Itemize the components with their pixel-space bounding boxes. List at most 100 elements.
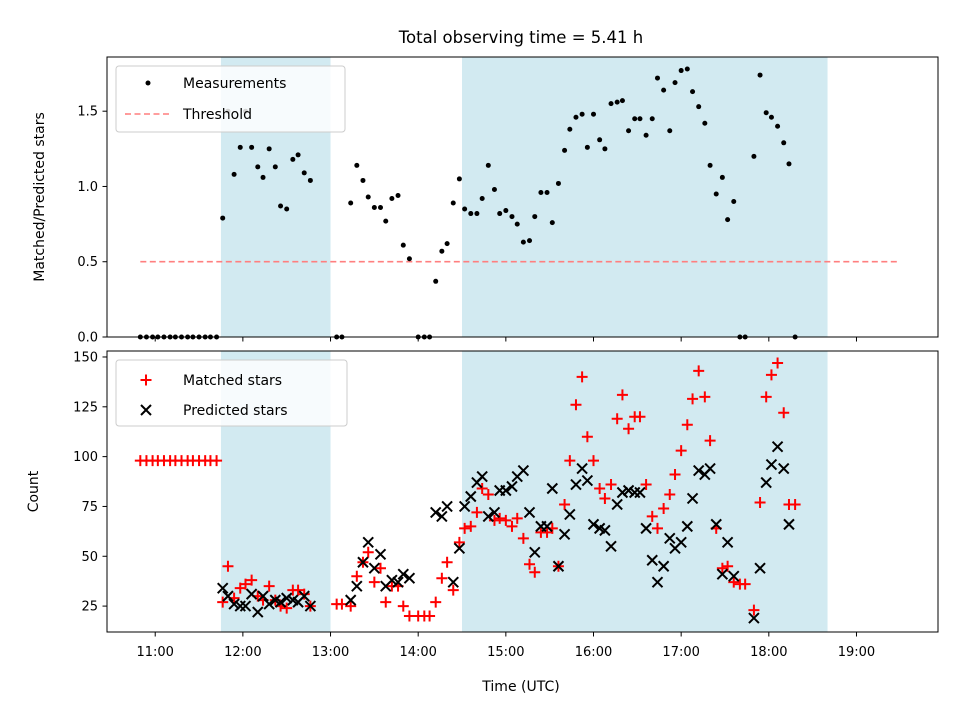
matched-star-point xyxy=(675,445,687,457)
matched-star-point xyxy=(476,483,488,495)
measurement-point xyxy=(444,241,450,247)
predicted-star-point xyxy=(357,556,369,568)
predicted-star-point xyxy=(778,462,790,475)
x-axis-label: Time (UTC) xyxy=(481,679,559,695)
measurement-point xyxy=(503,208,509,214)
predicted-star-point xyxy=(558,528,571,541)
predicted-star-point xyxy=(581,474,594,487)
predicted-star-point xyxy=(681,520,694,533)
measurement-point xyxy=(462,206,468,212)
matched-star-point xyxy=(436,572,448,584)
matched-star-point xyxy=(424,610,436,622)
predicted-star-point xyxy=(245,588,258,600)
y-tick-label: 25 xyxy=(81,600,98,615)
matched-star-point xyxy=(240,578,251,590)
matched-star-point xyxy=(506,520,518,532)
predicted-star-point xyxy=(441,500,453,513)
matched-star-point xyxy=(669,469,681,481)
matched-star-point xyxy=(517,532,529,544)
measurement-point xyxy=(713,191,719,197)
matched-star-point xyxy=(500,514,512,526)
measurement-point xyxy=(249,144,255,150)
matched-star-point xyxy=(760,391,772,403)
measurement-point xyxy=(439,248,445,254)
predicted-star-point xyxy=(710,518,722,531)
matched-star-point xyxy=(664,488,676,500)
matched-star-point xyxy=(728,576,740,588)
measurement-point xyxy=(654,75,660,81)
measurement-point xyxy=(584,144,590,150)
matched-star-point xyxy=(453,536,465,548)
x-tick-label: 12:00 xyxy=(224,645,261,660)
matched-star-point xyxy=(397,600,409,612)
y-tick-label: 1.0 xyxy=(77,180,98,195)
x-tick-label: 18:00 xyxy=(750,645,787,660)
measurement-point xyxy=(260,174,266,180)
matched-star-point xyxy=(374,562,386,574)
predicted-star-point xyxy=(721,536,734,549)
measurement-point xyxy=(731,199,737,205)
matched-star-point xyxy=(441,556,453,568)
measurement-point xyxy=(295,152,301,158)
matched-star-point xyxy=(772,357,784,369)
predicted-star-point xyxy=(599,524,611,537)
matched-star-point xyxy=(292,584,304,596)
predicted-star-point xyxy=(239,600,252,612)
predicted-star-point xyxy=(386,574,398,586)
predicted-star-point xyxy=(754,562,766,574)
measurement-point xyxy=(527,238,533,244)
predicted-star-point xyxy=(274,596,287,608)
x-tick-label: 11:00 xyxy=(136,645,173,660)
matched-star-point xyxy=(564,455,576,467)
measurement-point xyxy=(678,68,684,74)
x-tick-label: 14:00 xyxy=(399,645,436,660)
matched-star-point xyxy=(217,596,229,608)
matched-star-point xyxy=(704,435,716,447)
measurement-point xyxy=(389,196,395,202)
matched-star-point xyxy=(765,369,777,381)
matched-star-point xyxy=(699,391,711,403)
count-series xyxy=(134,357,801,624)
predicted-star-point xyxy=(228,598,240,610)
predicted-star-point xyxy=(552,560,565,572)
axes-frame xyxy=(106,350,939,633)
matched-star-point xyxy=(380,596,392,608)
measurement-point xyxy=(573,114,579,120)
matched-star-point xyxy=(716,562,728,574)
matched-star-point xyxy=(459,522,471,534)
matched-star-point xyxy=(605,479,617,491)
measurement-point xyxy=(400,242,406,248)
predicted-star-point xyxy=(570,478,582,491)
matched-star-point xyxy=(345,600,357,612)
predicted-star-point xyxy=(576,462,588,475)
y-tick-label: 1.5 xyxy=(77,105,98,120)
matched-star-point xyxy=(739,578,751,590)
measurement-point xyxy=(649,116,655,122)
count-axes: 11:00 12:00 13:00 14:00 15:00 16:00 17:00 18:00… xyxy=(73,350,939,660)
predicted-star-point xyxy=(529,546,541,558)
measurement-point xyxy=(597,137,603,143)
matched-star-point xyxy=(471,506,483,518)
measurement-point xyxy=(433,278,439,284)
measurement-point xyxy=(231,171,237,177)
ratio-y-axis-label: Matched/Predicted stars xyxy=(32,112,48,282)
matched-star-point xyxy=(524,558,536,570)
predicted-star-point xyxy=(263,598,275,610)
predicted-star-point xyxy=(728,570,740,582)
measurement-point xyxy=(614,99,620,105)
y-tick-label: 125 xyxy=(73,400,98,415)
measurement-point xyxy=(626,128,632,134)
measurement-point xyxy=(567,126,573,132)
measurement-point xyxy=(637,116,643,122)
predicted-star-point xyxy=(222,590,234,602)
y-tick-label: 0.5 xyxy=(77,255,98,270)
matched-star-point xyxy=(658,502,670,514)
measurement-point xyxy=(757,72,763,78)
legend-label-predicted: Predicted stars xyxy=(183,403,288,419)
predicted-star-point xyxy=(392,576,404,588)
x-tick-label: 17:00 xyxy=(662,645,699,660)
legend-box xyxy=(115,65,346,133)
matched-star-point xyxy=(559,498,571,510)
predicted-star-point xyxy=(686,492,699,505)
matched-star-point xyxy=(529,566,541,578)
